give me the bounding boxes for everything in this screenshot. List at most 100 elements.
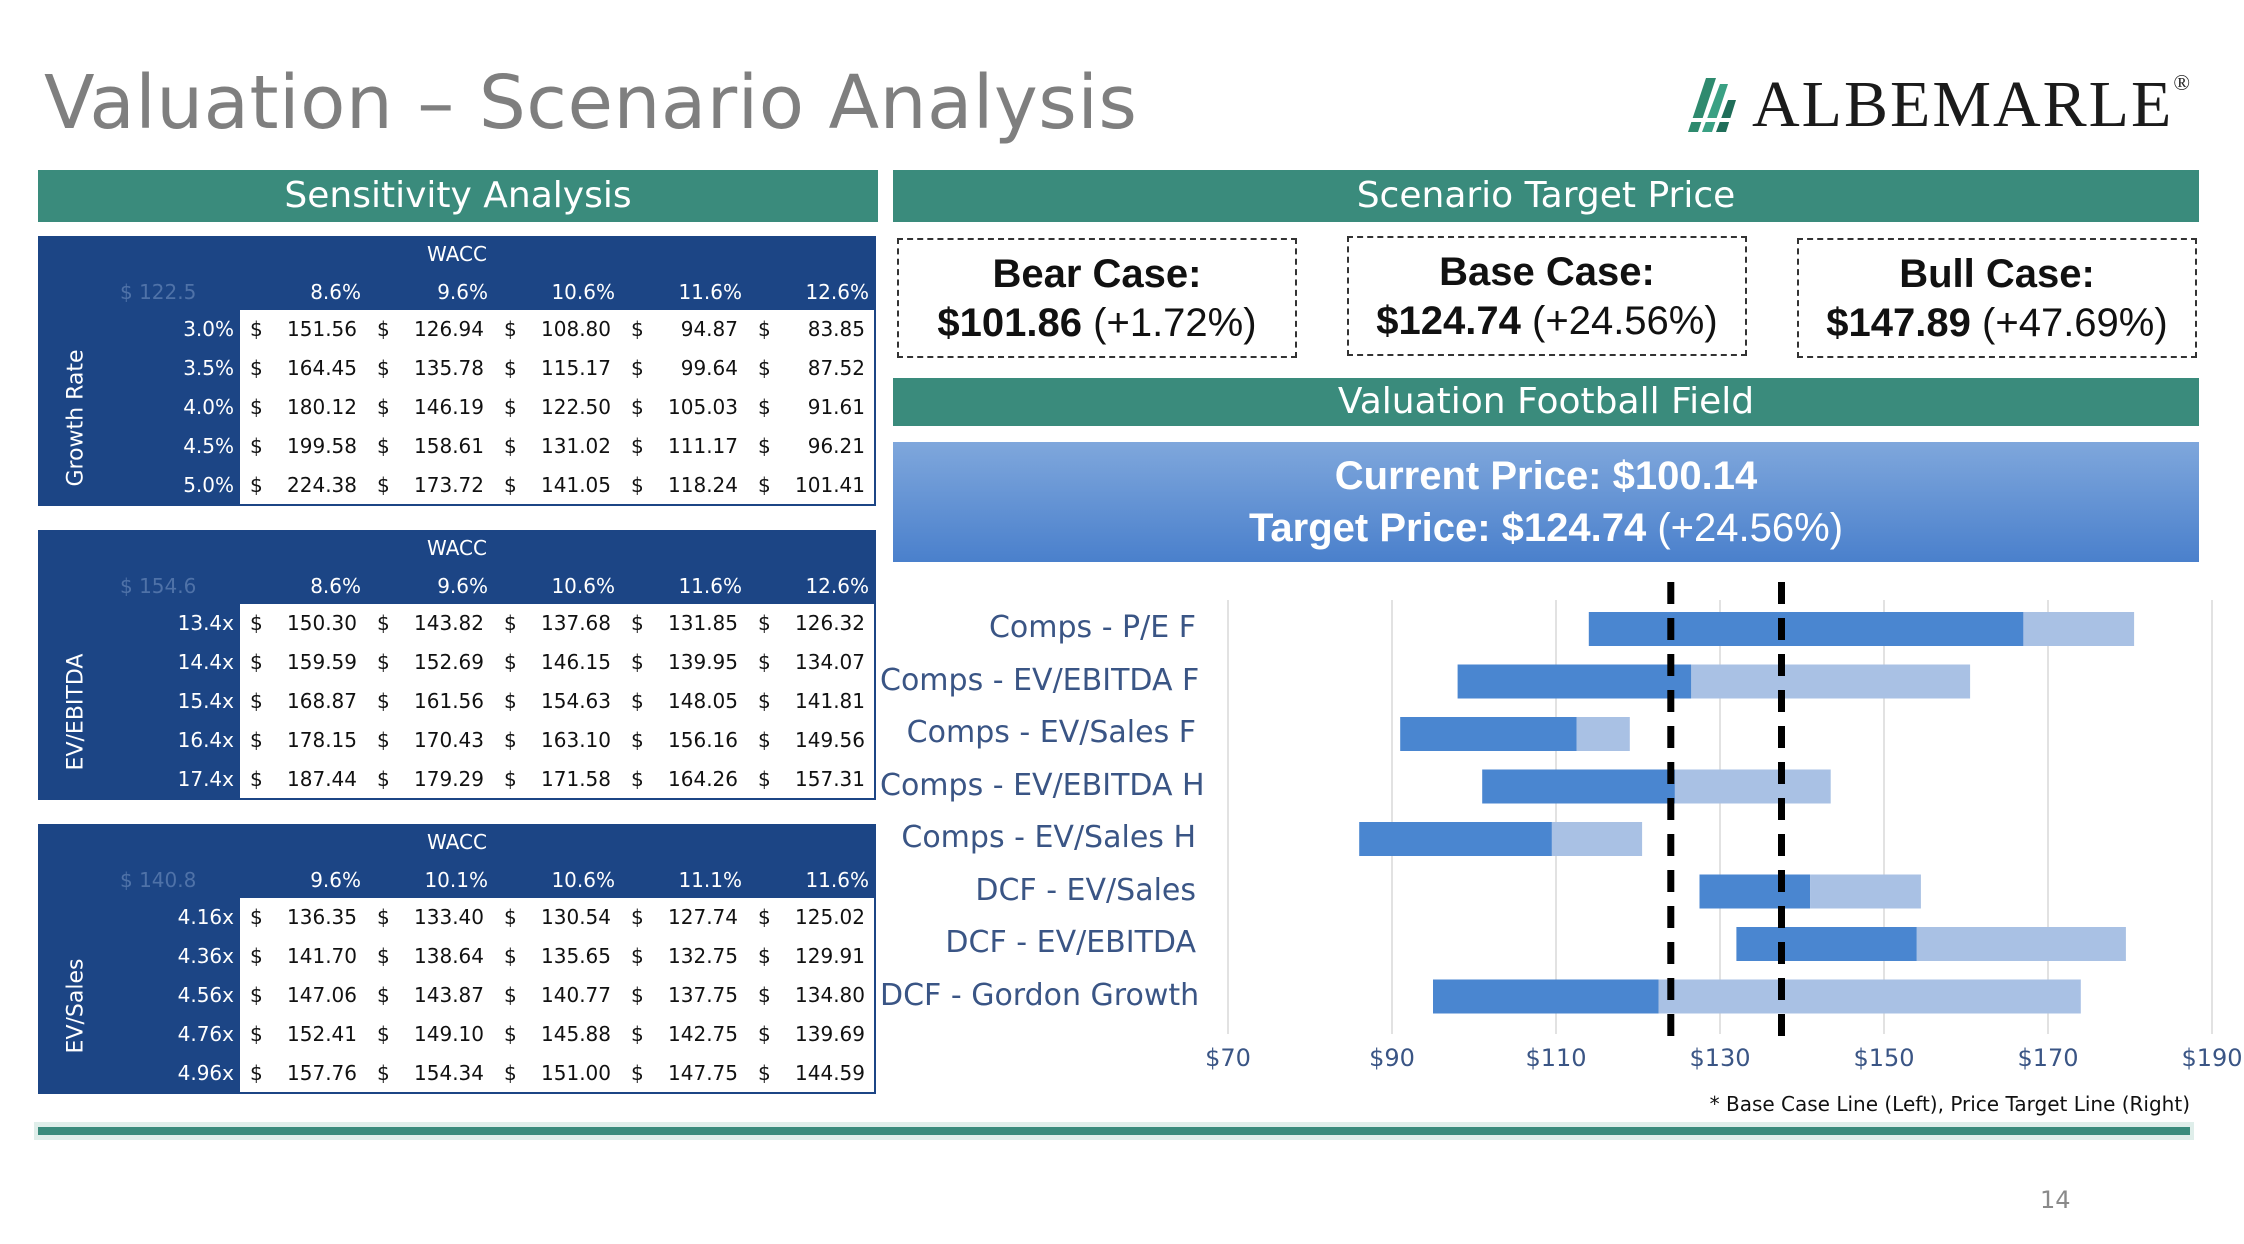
bull-case-box: Bull Case: $147.89 (+47.69%)	[1797, 238, 2197, 358]
category-label: Comps - EV/EBITDA F	[880, 662, 1200, 698]
row-header: 16.4x	[177, 728, 234, 752]
base-case-label: Base Case:	[1439, 250, 1655, 294]
table-cell: $157.76	[250, 1061, 357, 1085]
table-cell: $158.61	[377, 434, 484, 458]
table-cell: $143.82	[377, 611, 484, 635]
base-case-price: $124.74	[1376, 299, 1521, 343]
football-field-header: Valuation Football Field	[893, 378, 2199, 426]
bar-segment-high	[2023, 612, 2135, 646]
column-header: 10.6%	[551, 868, 615, 892]
table-cell: $111.17	[631, 434, 738, 458]
bar-segment-high	[1576, 717, 1630, 751]
table-cell: $144.59	[758, 1061, 865, 1085]
table-cell: $135.65	[504, 944, 611, 968]
sensitivity-header: Sensitivity Analysis	[38, 170, 878, 222]
bull-case-price: $147.89	[1826, 301, 1971, 345]
column-header: 12.6%	[805, 574, 869, 598]
table-cell: $131.02	[504, 434, 611, 458]
table-cell: $138.64	[377, 944, 484, 968]
table-cell: $151.00	[504, 1061, 611, 1085]
table-cell: $139.69	[758, 1022, 865, 1046]
column-header: 11.6%	[678, 574, 742, 598]
table-cell: $137.75	[631, 983, 738, 1007]
table-cell: $164.45	[250, 356, 357, 380]
column-header: 9.6%	[437, 574, 488, 598]
table-cell: $170.43	[377, 728, 484, 752]
column-header: 8.6%	[310, 280, 361, 304]
table-cell: $125.02	[758, 905, 865, 929]
category-label: DCF - Gordon Growth	[880, 977, 1200, 1013]
bar-segment-low	[1400, 717, 1577, 751]
table-cell: $180.12	[250, 395, 357, 419]
bar-segment-high	[1551, 822, 1643, 856]
table-cell: $126.94	[377, 317, 484, 341]
column-header: 8.6%	[310, 574, 361, 598]
x-tick-label: $110	[1525, 1044, 1587, 1072]
row-header: 15.4x	[177, 689, 234, 713]
albemarle-logo-icon	[1684, 78, 1742, 132]
column-header: 10.6%	[551, 574, 615, 598]
page-title: Valuation – Scenario Analysis	[44, 60, 1138, 146]
bull-case-label: Bull Case:	[1899, 252, 2095, 296]
category-label: DCF - EV/EBITDA	[945, 925, 1196, 960]
x-tick-label: $170	[2017, 1044, 2079, 1072]
column-header: 11.6%	[678, 280, 742, 304]
bar-segment-high	[1674, 769, 1831, 804]
table-cell: $135.78	[377, 356, 484, 380]
logo-registered-mark: ®	[2173, 70, 2191, 95]
table-cell: $199.58	[250, 434, 357, 458]
column-header: 12.6%	[805, 280, 869, 304]
bull-case-change: (+47.69%)	[1982, 301, 2168, 345]
wacc-label: WACC	[427, 242, 487, 266]
bar-segment-low	[1588, 612, 2024, 646]
bear-case-label: Bear Case:	[992, 252, 1202, 296]
table-cell: $161.56	[377, 689, 484, 713]
table-cell: $224.38	[250, 473, 357, 497]
table-cell: $154.63	[504, 689, 611, 713]
base-case-change: (+24.56%)	[1532, 299, 1718, 343]
page-number: 14	[2040, 1186, 2071, 1214]
column-header: 9.6%	[437, 280, 488, 304]
table-cell: $99.64	[631, 356, 738, 380]
row-header: 4.16x	[177, 905, 234, 929]
table-cell: $154.34	[377, 1061, 484, 1085]
table-cell: $122.50	[504, 395, 611, 419]
sensitivity-table: WACC $ 154.6 8.6% 9.6% 10.6% 11.6% 12.6% EV/EBI…	[38, 530, 876, 800]
table-cell: $149.10	[377, 1022, 484, 1046]
table-cell: $126.32	[758, 611, 865, 635]
table-body: $150.30 $143.82 $137.68 $131.85 $126.32 $159.…	[240, 604, 874, 798]
table-cell: $115.17	[504, 356, 611, 380]
bar-segment-high	[1691, 664, 1971, 699]
column-header: 10.6%	[551, 280, 615, 304]
table-cell: $146.15	[504, 650, 611, 674]
row-header: 4.5%	[183, 434, 234, 458]
table-cell: $139.95	[631, 650, 738, 674]
bear-case-change: (+1.72%)	[1093, 301, 1257, 345]
x-tick-label: $190	[2181, 1044, 2243, 1072]
column-header: 11.1%	[678, 868, 742, 892]
bar-segment-low	[1359, 822, 1552, 856]
x-tick-label: $130	[1689, 1044, 1751, 1072]
row-header: 3.5%	[183, 356, 234, 380]
category-label: DCF - EV/Sales	[975, 872, 1196, 908]
table-cell: $87.52	[758, 356, 865, 380]
table-cell: $94.87	[631, 317, 738, 341]
row-header: 4.36x	[177, 944, 234, 968]
table-cell: $157.31	[758, 767, 865, 791]
bear-case-price: $101.86	[937, 301, 1083, 345]
row-header: 13.4x	[177, 611, 234, 635]
category-label: Comps - EV/EBITDA H	[880, 767, 1205, 803]
bar-segment-high	[1810, 874, 1921, 909]
column-header: 10.1%	[424, 868, 488, 892]
table-cell: $147.75	[631, 1061, 738, 1085]
table-cell: $134.80	[758, 983, 865, 1007]
table-cell: $132.75	[631, 944, 738, 968]
row-header: 14.4x	[177, 650, 234, 674]
row-header: 4.96x	[177, 1061, 234, 1085]
category-label: Comps - EV/Sales H	[901, 820, 1196, 855]
row-header: 4.56x	[177, 983, 234, 1007]
table-body: $151.56 $126.94 $108.80 $94.87 $83.85 $164.45…	[240, 310, 874, 504]
x-tick-label: $90	[1369, 1044, 1415, 1072]
table-cell: $149.56	[758, 728, 865, 752]
table-cell: $96.21	[758, 434, 865, 458]
